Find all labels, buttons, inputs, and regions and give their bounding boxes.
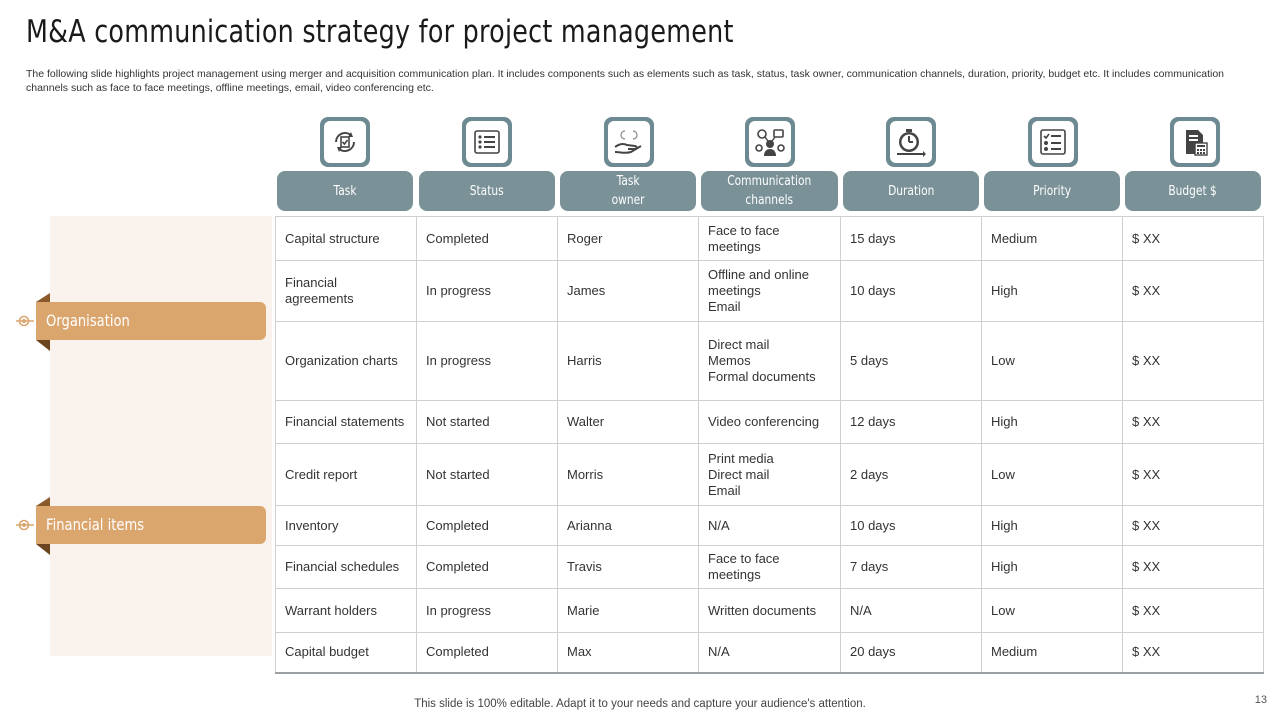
table-cell: Marie xyxy=(557,588,699,633)
table-cell: Financial statements xyxy=(275,400,417,444)
table-cell: Arianna xyxy=(557,505,699,546)
strategy-table: Capital structure Completed Roger Face to f… xyxy=(275,216,1264,674)
table-row: Capital structure Completed Roger Face to f… xyxy=(275,216,1264,261)
table-cell: High xyxy=(981,545,1123,589)
table-row: Credit report Not started Morris Print medi… xyxy=(275,443,1264,506)
page-subtitle: The following slide highlights project m… xyxy=(26,68,1225,94)
table-cell: Face to face meetings xyxy=(698,545,841,589)
table-cell: Inventory xyxy=(275,505,417,546)
table-cell: $ XX xyxy=(1122,588,1264,633)
column-header-budget: Budget $ xyxy=(1125,171,1261,211)
category-financial-items: Financial items xyxy=(36,497,266,555)
table-cell: Travis xyxy=(557,545,699,589)
table-cell: Completed xyxy=(416,545,558,589)
table-cell: Offline and online meetings Email xyxy=(698,260,841,322)
table-cell: Harris xyxy=(557,321,699,401)
table-cell: Morris xyxy=(557,443,699,506)
table-row: Warrant holders In progress Marie Written d… xyxy=(275,588,1264,633)
table-cell: Financial agreements xyxy=(275,260,417,322)
table-cell: James xyxy=(557,260,699,322)
table-cell: 10 days xyxy=(840,260,982,322)
table-row: Organization charts In progress Harris Dire… xyxy=(275,321,1264,401)
table-cell: Completed xyxy=(416,632,558,674)
table-cell: Completed xyxy=(416,216,558,261)
table-cell: N/A xyxy=(698,632,841,674)
table-cell: In progress xyxy=(416,321,558,401)
table-cell: High xyxy=(981,400,1123,444)
table-cell: $ XX xyxy=(1122,400,1264,444)
table-cell: Low xyxy=(981,321,1123,401)
table-cell: 20 days xyxy=(840,632,982,674)
column-header-priority: Priority xyxy=(984,171,1120,211)
table-cell: Completed xyxy=(416,505,558,546)
table-cell: Medium xyxy=(981,632,1123,674)
communication-network-icon xyxy=(745,117,795,167)
footer-note: This slide is 100% editable. Adapt it to… xyxy=(414,698,866,710)
category-label: Organisation xyxy=(46,311,130,330)
table-cell: Low xyxy=(981,443,1123,506)
budget-calculator-icon xyxy=(1170,117,1220,167)
table-cell: Max xyxy=(557,632,699,674)
table-cell: $ XX xyxy=(1122,260,1264,322)
category-panel xyxy=(50,216,272,656)
table-row: Financial schedules Completed Travis Face t… xyxy=(275,545,1264,589)
table-cell: Capital structure xyxy=(275,216,417,261)
table-cell: Walter xyxy=(557,400,699,444)
table-cell: Roger xyxy=(557,216,699,261)
table-cell: 10 days xyxy=(840,505,982,546)
table-cell: 5 days xyxy=(840,321,982,401)
table-row: Financial agreements In progress James Offl… xyxy=(275,260,1264,322)
table-cell: $ XX xyxy=(1122,216,1264,261)
table-cell: Print media Direct mail Email xyxy=(698,443,841,506)
table-cell: Low xyxy=(981,588,1123,633)
task-icon xyxy=(320,117,370,167)
table-row: Capital budget Completed Max N/A 20 days Medi… xyxy=(275,632,1264,674)
table-cell: 2 days xyxy=(840,443,982,506)
table-cell: In progress xyxy=(416,588,558,633)
table-cell: Organization charts xyxy=(275,321,417,401)
priority-list-icon xyxy=(1028,117,1078,167)
table-cell: Direct mail Memos Formal documents xyxy=(698,321,841,401)
table-row: Financial statements Not started Walter Vid… xyxy=(275,400,1264,444)
column-header-status: Status xyxy=(419,171,555,211)
table-cell: In progress xyxy=(416,260,558,322)
table-cell: N/A xyxy=(840,588,982,633)
status-checklist-icon xyxy=(462,117,512,167)
hand-owner-icon xyxy=(604,117,654,167)
table-cell: Not started xyxy=(416,443,558,506)
table-cell: Video conferencing xyxy=(698,400,841,444)
page-title: M&A communication strategy for project m… xyxy=(26,14,734,50)
column-header-duration: Duration xyxy=(843,171,979,211)
table-cell: 15 days xyxy=(840,216,982,261)
table-cell: Financial schedules xyxy=(275,545,417,589)
table-cell: $ XX xyxy=(1122,545,1264,589)
table-cell: N/A xyxy=(698,505,841,546)
table-cell: $ XX xyxy=(1122,321,1264,401)
table-cell: $ XX xyxy=(1122,443,1264,506)
table-cell: Credit report xyxy=(275,443,417,506)
table-cell: Capital budget xyxy=(275,632,417,674)
bullet-icon xyxy=(16,519,34,531)
table-cell: 7 days xyxy=(840,545,982,589)
stopwatch-icon xyxy=(886,117,936,167)
category-label: Financial items xyxy=(46,515,145,534)
table-row: Inventory Completed Arianna N/A 10 days High $… xyxy=(275,505,1264,546)
column-header-task-owner: Task owner xyxy=(560,171,696,211)
column-header-task: Task xyxy=(277,171,413,211)
bullet-icon xyxy=(16,315,34,327)
table-cell: High xyxy=(981,505,1123,546)
category-organisation: Organisation xyxy=(36,293,266,351)
table-cell: Written documents xyxy=(698,588,841,633)
table-cell: Warrant holders xyxy=(275,588,417,633)
page-number: 13 xyxy=(1254,694,1267,706)
table-cell: 12 days xyxy=(840,400,982,444)
table-cell: $ XX xyxy=(1122,632,1264,674)
table-cell: High xyxy=(981,260,1123,322)
table-cell: Face to face meetings xyxy=(698,216,841,261)
table-cell: Medium xyxy=(981,216,1123,261)
table-cell: $ XX xyxy=(1122,505,1264,546)
column-header-communication-channels: Communication channels xyxy=(701,171,838,211)
table-cell: Not started xyxy=(416,400,558,444)
